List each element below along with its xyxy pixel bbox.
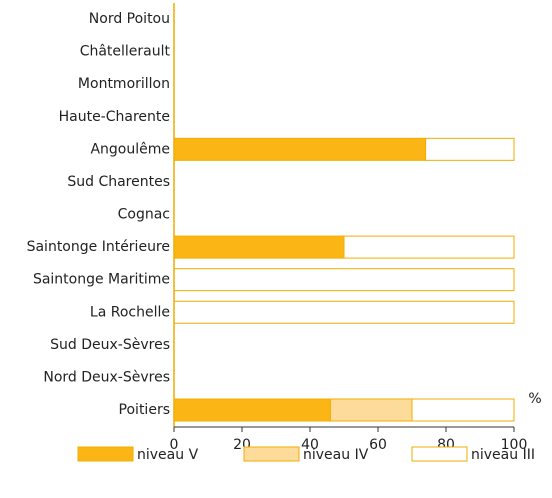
x-tick-label: 40 (301, 437, 319, 453)
bar-segment (411, 398, 515, 422)
y-tick-label: Montmorillon (78, 76, 170, 92)
y-tick-label: Sud Charentes (67, 174, 170, 190)
y-tick-label: Sud Deux-Sèvres (50, 337, 170, 353)
y-tick-label: Haute-Charente (59, 109, 170, 125)
y-tick-label: Châtellerault (80, 44, 171, 60)
y-tick-label: Nord Deux-Sèvres (43, 369, 170, 385)
x-axis-label: % (528, 391, 541, 407)
legend-swatch (411, 446, 468, 462)
legend-label: niveau V (137, 447, 199, 463)
x-tick-label: 60 (369, 437, 387, 453)
bar-segment (343, 235, 515, 259)
legend-swatch (77, 446, 134, 462)
legend-swatch (243, 446, 300, 462)
x-tick-label: 100 (501, 437, 528, 453)
y-tick-label: La Rochelle (90, 304, 170, 320)
bar-segment (173, 137, 427, 161)
y-tick-label: Saintonge Intérieure (27, 239, 170, 255)
y-tick-label: Cognac (118, 207, 170, 223)
bar-segment (173, 235, 345, 259)
y-tick-label: Saintonge Maritime (33, 272, 170, 288)
x-tick-label: 0 (170, 437, 179, 453)
bar-segment (173, 268, 515, 292)
legend-label: niveau IV (303, 447, 369, 463)
bar-segment (173, 300, 515, 324)
legend-label: niveau III (471, 447, 535, 463)
bar-segment (329, 398, 413, 422)
bar-segment (173, 398, 331, 422)
y-tick-label: Poitiers (119, 402, 170, 418)
y-tick-label: Nord Poitou (89, 11, 170, 27)
y-tick-label: Angoulême (90, 141, 170, 157)
bar-segment (425, 137, 515, 161)
